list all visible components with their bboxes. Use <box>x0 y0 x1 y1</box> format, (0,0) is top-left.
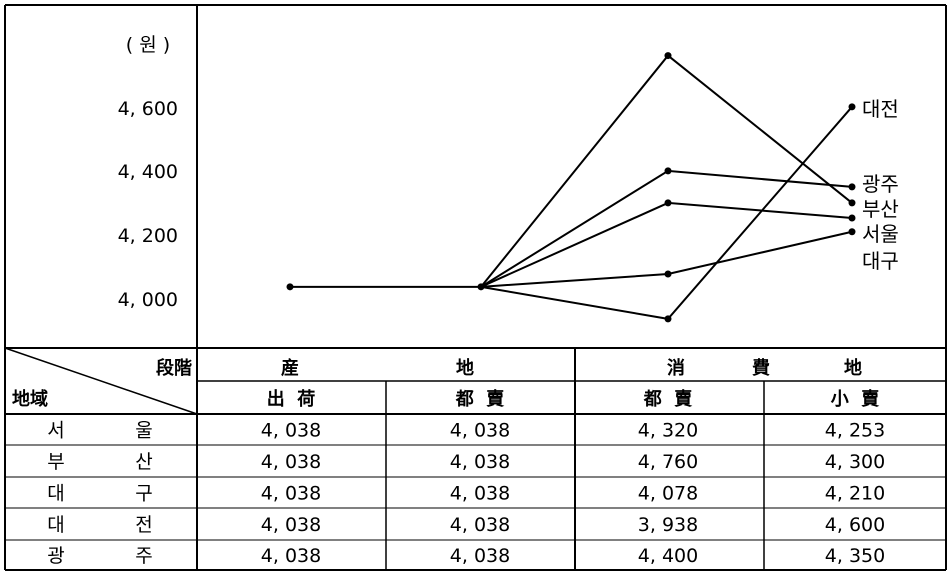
table-cell-value: 4, 210 <box>825 483 885 505</box>
series-end-label: 대전 <box>862 97 899 121</box>
table-cell-value: 4, 400 <box>638 545 698 567</box>
table-cell-value: 4, 600 <box>825 514 885 536</box>
group-header-char: 費 <box>752 357 770 379</box>
series-end-label: 부산 <box>862 197 899 221</box>
table-cell-value: 4, 253 <box>825 420 885 442</box>
data-point <box>664 199 672 207</box>
data-point <box>848 199 856 207</box>
unit-label: ( 원 ) <box>126 34 170 56</box>
sub-header: 小 賣 <box>831 388 881 410</box>
table-cell-value: 4, 038 <box>450 514 510 536</box>
table-cell-value: 4, 300 <box>825 451 885 473</box>
data-point <box>848 214 856 222</box>
region-name-char: 부 <box>47 451 64 473</box>
data-point <box>664 52 672 60</box>
corner-diagonal <box>4 347 198 415</box>
region-name-char: 대 <box>47 483 64 505</box>
series-line-4 <box>480 169 853 288</box>
table-cell-value: 3, 938 <box>638 514 698 536</box>
table-cell-value: 4, 038 <box>261 514 321 536</box>
y-tick-label: 4, 000 <box>118 289 178 311</box>
region-name-char: 전 <box>135 514 152 536</box>
table-cell-value: 4, 038 <box>261 420 321 442</box>
region-name-char: 서 <box>47 420 64 442</box>
group-header-char: 産 <box>281 357 299 379</box>
table-body: 서 울 4, 038 4, 038 4, 320 4, 253 부 산 4, 038 4, 038… <box>47 420 885 568</box>
region-name-char: 울 <box>135 420 152 442</box>
region-name-char: 대 <box>47 514 64 536</box>
table-cell-value: 4, 350 <box>825 545 885 567</box>
data-point <box>848 103 856 111</box>
region-name-char: 광 <box>47 545 64 567</box>
table-cell-value: 4, 038 <box>450 420 510 442</box>
table-cell-value: 4, 078 <box>638 483 698 505</box>
table-cell-value: 4, 038 <box>261 545 321 567</box>
region-name-char: 주 <box>135 545 152 567</box>
group-header-char: 消 <box>667 357 685 379</box>
table-cell-value: 4, 038 <box>450 451 510 473</box>
sub-header: 都 賣 <box>455 388 506 410</box>
data-point <box>286 283 294 291</box>
table-cell-value: 4, 038 <box>450 545 510 567</box>
table-cell-value: 4, 038 <box>261 483 321 505</box>
series-end-label: 광주 <box>862 172 899 196</box>
series-line-0 <box>480 230 853 288</box>
y-tick-label: 4, 400 <box>118 161 178 183</box>
series-end-label: 서울 <box>862 222 899 246</box>
data-point <box>664 315 672 323</box>
sub-header: 出 荷 <box>267 388 316 410</box>
table-cell-value: 4, 038 <box>261 451 321 473</box>
data-point <box>664 167 672 175</box>
corner-header-region: 地域 <box>12 388 48 410</box>
data-point <box>664 270 672 278</box>
plot-area <box>286 52 856 323</box>
region-name-char: 구 <box>135 483 152 505</box>
data-point <box>848 183 856 191</box>
group-header-char: 地 <box>456 357 474 379</box>
region-name-char: 산 <box>135 451 152 473</box>
table-cell-value: 4, 320 <box>638 420 698 442</box>
y-tick-label: 4, 600 <box>118 98 178 120</box>
table-cell-value: 4, 760 <box>638 451 698 473</box>
sub-header: 都 賣 <box>643 388 694 410</box>
series-end-label: 대구 <box>862 249 899 273</box>
table-cell-value: 4, 038 <box>450 483 510 505</box>
y-tick-label: 4, 200 <box>118 225 178 247</box>
data-point <box>848 228 856 236</box>
group-header-char: 地 <box>844 357 862 379</box>
corner-header-stage: 段階 <box>156 357 192 379</box>
